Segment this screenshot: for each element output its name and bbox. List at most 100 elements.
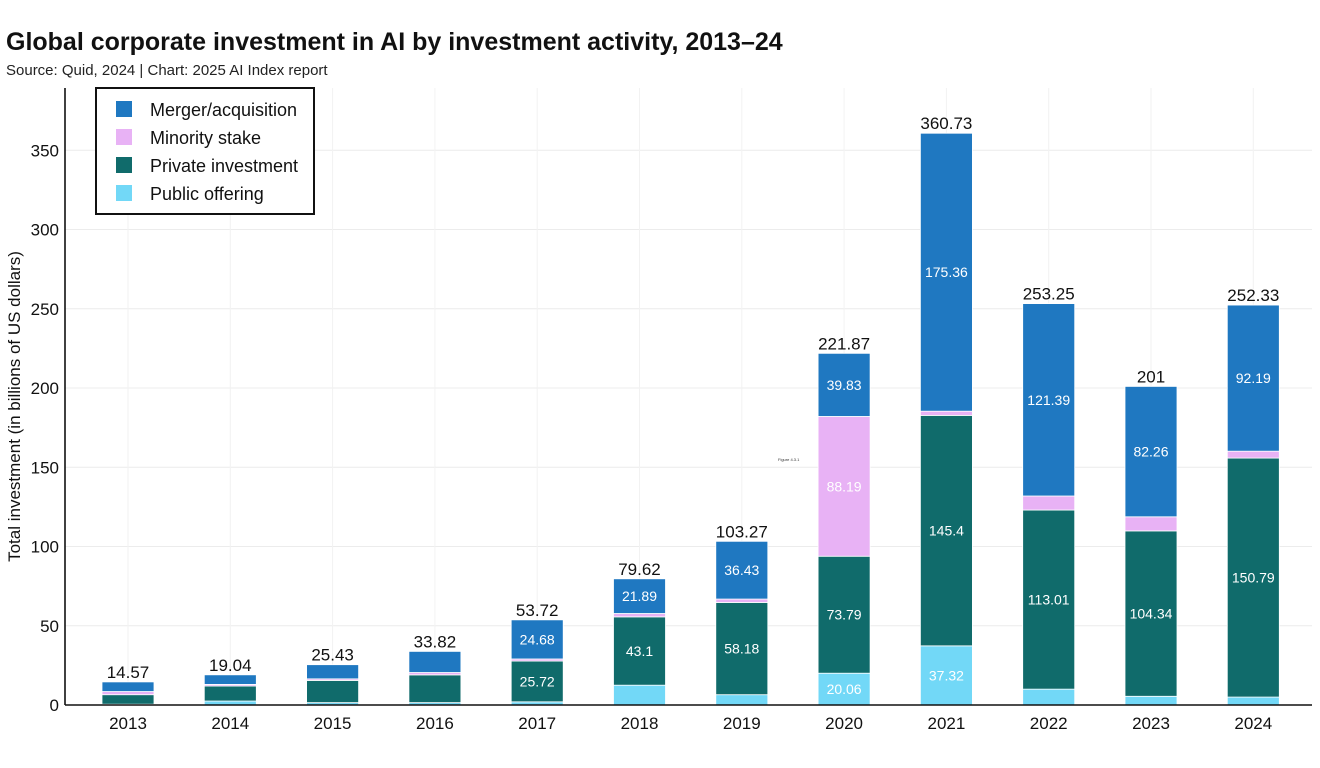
legend-label: Merger/acquisition bbox=[150, 100, 297, 120]
y-tick-label: 150 bbox=[31, 458, 59, 477]
bar-segment-merger-acquisition-2019 bbox=[715, 540, 769, 600]
y-tick-label: 350 bbox=[31, 141, 59, 160]
bar-segment-merger-acquisition-2016 bbox=[408, 650, 462, 673]
bar-segment-label: 58.18 bbox=[724, 641, 759, 657]
bar-segment-public-offering-2023 bbox=[1124, 695, 1178, 706]
bar-segment-label: 43.1 bbox=[626, 643, 653, 659]
bar-segment-merger-acquisition-2020 bbox=[817, 352, 871, 417]
x-tick-label: 2020 bbox=[825, 714, 863, 733]
bar-segment-private-investment-2014 bbox=[203, 685, 257, 702]
chart-subtitle: Source: Quid, 2024 | Chart: 2025 AI Inde… bbox=[6, 62, 328, 79]
bar-total-label: 25.43 bbox=[311, 646, 354, 665]
bar-segment-minority-stake-2022 bbox=[1022, 495, 1076, 511]
bar-segment-private-investment-2024 bbox=[1226, 457, 1280, 698]
bar-segment-label: 21.89 bbox=[622, 588, 657, 604]
legend-label: Minority stake bbox=[150, 128, 261, 148]
bar-total-label: 221.87 bbox=[818, 334, 870, 353]
bar-segment-public-offering-2020 bbox=[817, 672, 871, 706]
y-tick-label: 200 bbox=[31, 379, 59, 398]
bar-segment-private-investment-2017 bbox=[510, 660, 564, 703]
y-tick-label: 50 bbox=[40, 617, 59, 636]
y-tick-label: 300 bbox=[31, 221, 59, 240]
bar-segment-minority-stake-2023 bbox=[1124, 516, 1178, 532]
bar-segment-label: 37.32 bbox=[929, 667, 964, 683]
bar-segment-label: 121.39 bbox=[1027, 392, 1070, 408]
bar-segment-label: 92.19 bbox=[1236, 370, 1271, 386]
bar-segment-private-investment-2019 bbox=[715, 602, 769, 696]
bar-segment-merger-acquisition-2021 bbox=[920, 132, 973, 412]
bar-segment-merger-acquisition-2024 bbox=[1226, 304, 1280, 452]
bar-segment-private-investment-2015 bbox=[306, 680, 360, 704]
chart-title: Global corporate investment in AI by inv… bbox=[6, 28, 783, 56]
x-tick-label: 2017 bbox=[518, 714, 556, 733]
bar-segment-merger-acquisition-2018 bbox=[613, 578, 666, 614]
bar-total-label: 79.62 bbox=[618, 560, 661, 579]
bar-segment-minority-stake-2024 bbox=[1226, 450, 1280, 459]
bar-segment-merger-acquisition-2014 bbox=[203, 674, 257, 685]
y-axis-title: Total investment (in billions of US doll… bbox=[5, 251, 24, 562]
bar-segment-merger-acquisition-2017 bbox=[510, 619, 564, 660]
bar-total-label: 201 bbox=[1137, 367, 1165, 386]
bar-segment-public-offering-2018 bbox=[613, 684, 666, 706]
figure-label: Figure 4.3.1 bbox=[778, 457, 800, 462]
bar-segment-private-investment-2013 bbox=[101, 694, 155, 705]
legend-label: Public offering bbox=[150, 184, 264, 204]
bar-segment-minority-stake-2019 bbox=[715, 598, 769, 603]
y-tick-label: 100 bbox=[31, 538, 59, 557]
y-tick-label: 250 bbox=[31, 300, 59, 319]
legend-group: Merger/acquisition Minority stake Private … bbox=[95, 87, 315, 215]
bar-segment-public-offering-2022 bbox=[1022, 688, 1076, 706]
bar-segment-label: 36.43 bbox=[724, 562, 759, 578]
x-tick-label: 2022 bbox=[1030, 714, 1068, 733]
bar-segment-private-investment-2016 bbox=[408, 674, 462, 704]
legend-swatch bbox=[116, 129, 132, 145]
y-tick-label: 0 bbox=[50, 696, 59, 715]
bar-segment-minority-stake-2018 bbox=[613, 613, 666, 618]
bar-segment-private-investment-2023 bbox=[1124, 530, 1178, 697]
x-tick-label: 2013 bbox=[109, 714, 147, 733]
bar-segment-label: 24.68 bbox=[520, 631, 555, 647]
bar-segment-merger-acquisition-2015 bbox=[306, 664, 360, 680]
bars-group: 14.57 19.04 25.43 33.82 25.72 24.68 53.72 43.1 2… bbox=[101, 114, 1280, 706]
bar-segment-label: 104.34 bbox=[1130, 606, 1173, 622]
bar-total-label: 253.25 bbox=[1023, 285, 1075, 304]
x-tick-label: 2016 bbox=[416, 714, 454, 733]
bar-total-label: 103.27 bbox=[716, 522, 768, 541]
bar-segment-merger-acquisition-2013 bbox=[101, 681, 155, 692]
legend-swatch bbox=[116, 101, 132, 117]
x-tick-label: 2014 bbox=[211, 714, 249, 733]
bar-segment-public-offering-2024 bbox=[1226, 696, 1280, 706]
bar-total-label: 360.73 bbox=[920, 114, 972, 133]
bar-total-label: 19.04 bbox=[209, 656, 252, 675]
bar-segment-label: 82.26 bbox=[1133, 444, 1168, 460]
bar-segment-private-investment-2020 bbox=[817, 555, 871, 674]
legend-swatch bbox=[116, 185, 132, 201]
bar-segment-label: 25.72 bbox=[520, 673, 555, 689]
x-tick-label: 2015 bbox=[314, 714, 352, 733]
legend-swatch bbox=[116, 157, 132, 173]
bar-total-label: 33.82 bbox=[414, 632, 457, 651]
bar-segment-minority-stake-2020 bbox=[817, 416, 871, 557]
axes-group: 0 50 100 150 200 250 300 350 2013 2014 2015 2016 201… bbox=[5, 88, 1312, 733]
x-tick-label: 2018 bbox=[621, 714, 659, 733]
bar-segment-minority-stake-2013 bbox=[101, 691, 155, 696]
x-tick-label: 2023 bbox=[1132, 714, 1170, 733]
bar-segment-private-investment-2021 bbox=[920, 414, 973, 647]
x-tick-label: 2024 bbox=[1234, 714, 1272, 733]
legend-box bbox=[95, 87, 315, 215]
bar-segment-label: 73.79 bbox=[827, 607, 862, 623]
legend-label: Private investment bbox=[150, 156, 298, 176]
bar-segment-label: 175.36 bbox=[925, 264, 968, 280]
bar-segment-private-investment-2018 bbox=[613, 616, 666, 686]
x-tick-label: 2021 bbox=[927, 714, 965, 733]
bar-segment-label: 20.06 bbox=[827, 681, 862, 697]
bar-total-label: 53.72 bbox=[516, 601, 559, 620]
bar-segment-minority-stake-2021 bbox=[920, 410, 973, 416]
bar-segment-label: 145.4 bbox=[929, 523, 964, 539]
bar-segment-label: 88.19 bbox=[827, 478, 862, 494]
bar-segment-merger-acquisition-2022 bbox=[1022, 303, 1076, 497]
bar-segment-label: 39.83 bbox=[827, 377, 862, 393]
bar-segment-label: 113.01 bbox=[1028, 592, 1070, 608]
